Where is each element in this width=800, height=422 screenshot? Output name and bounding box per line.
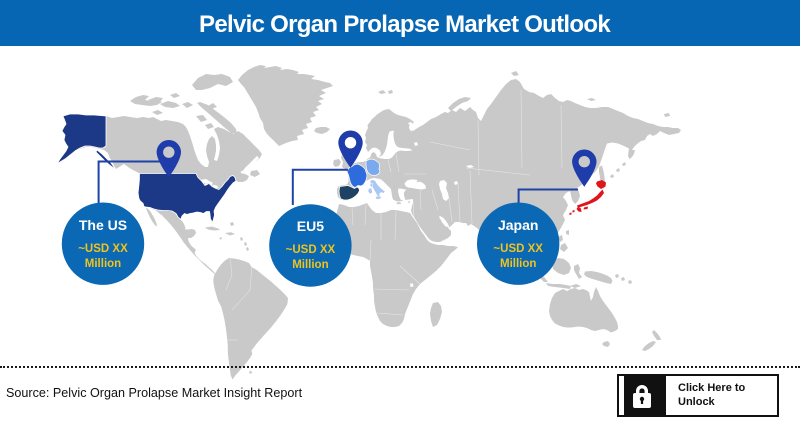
svg-text:The US: The US (79, 217, 127, 233)
svg-text:Million: Million (292, 259, 328, 271)
svg-text:Japan: Japan (498, 217, 538, 233)
svg-text:EU5: EU5 (297, 218, 324, 234)
svg-text:~USD XX: ~USD XX (493, 243, 543, 255)
svg-text:~USD XX: ~USD XX (78, 243, 128, 255)
svg-text:Million: Million (500, 258, 536, 270)
svg-text:~USD XX: ~USD XX (286, 244, 336, 256)
svg-text:Million: Million (85, 258, 121, 270)
